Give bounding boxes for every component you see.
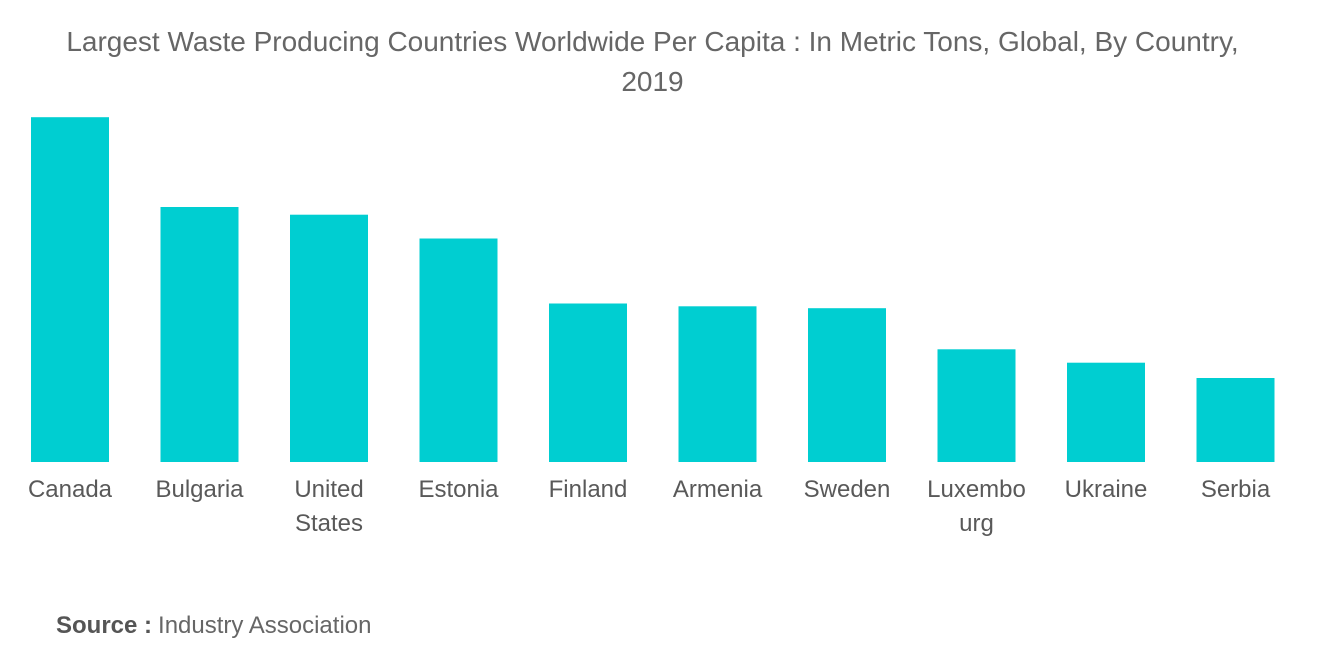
bar-luxembourg xyxy=(937,349,1016,462)
x-tick-label-line: Sweden xyxy=(804,476,891,503)
x-tick-label-line: States xyxy=(295,510,363,537)
x-tick-label-line: Finland xyxy=(549,476,628,503)
bar-bulgaria xyxy=(160,207,239,462)
x-tick-label: Bulgaria xyxy=(155,476,244,503)
x-tick-label: Finland xyxy=(549,476,628,503)
x-tick-label-line: Bulgaria xyxy=(155,476,244,503)
source-label: Source : xyxy=(56,612,153,639)
x-tick-label-line: Luxembo xyxy=(927,476,1026,503)
x-tick-label-line: urg xyxy=(959,510,994,537)
x-tick-label: Armenia xyxy=(673,476,763,503)
bars-group xyxy=(31,117,1275,462)
source-note: Source : Industry Association xyxy=(56,612,371,640)
bar-ukraine xyxy=(1067,362,1145,462)
bar-serbia xyxy=(1196,378,1275,462)
x-axis-labels: Canada Bulgaria United States Estonia Finland… xyxy=(28,476,1271,537)
bar-armenia xyxy=(678,306,757,462)
source-value: Industry Association xyxy=(158,612,372,639)
x-tick-label-line: Ukraine xyxy=(1065,476,1148,503)
bar-estonia xyxy=(419,238,498,462)
x-tick-label: Luxembo urg xyxy=(927,476,1026,537)
bar-canada xyxy=(31,117,109,462)
x-tick-label-line: United xyxy=(294,476,363,503)
x-tick-label: Canada xyxy=(28,476,113,503)
chart-title: Largest Waste Producing Countries Worldw… xyxy=(66,26,1239,97)
x-tick-label-line: Serbia xyxy=(1201,476,1271,503)
x-tick-label: Sweden xyxy=(804,476,891,503)
x-tick-label-line: Armenia xyxy=(673,476,763,503)
x-tick-label-line: Canada xyxy=(28,476,113,503)
bar-finland xyxy=(549,303,627,462)
bar-united-states xyxy=(290,214,368,462)
x-tick-label-line: Estonia xyxy=(418,476,499,503)
x-tick-label: Estonia xyxy=(418,476,499,503)
x-tick-label: Serbia xyxy=(1201,476,1271,503)
x-tick-label: Ukraine xyxy=(1065,476,1148,503)
bar-sweden xyxy=(808,308,886,462)
x-tick-label: United States xyxy=(294,476,363,537)
